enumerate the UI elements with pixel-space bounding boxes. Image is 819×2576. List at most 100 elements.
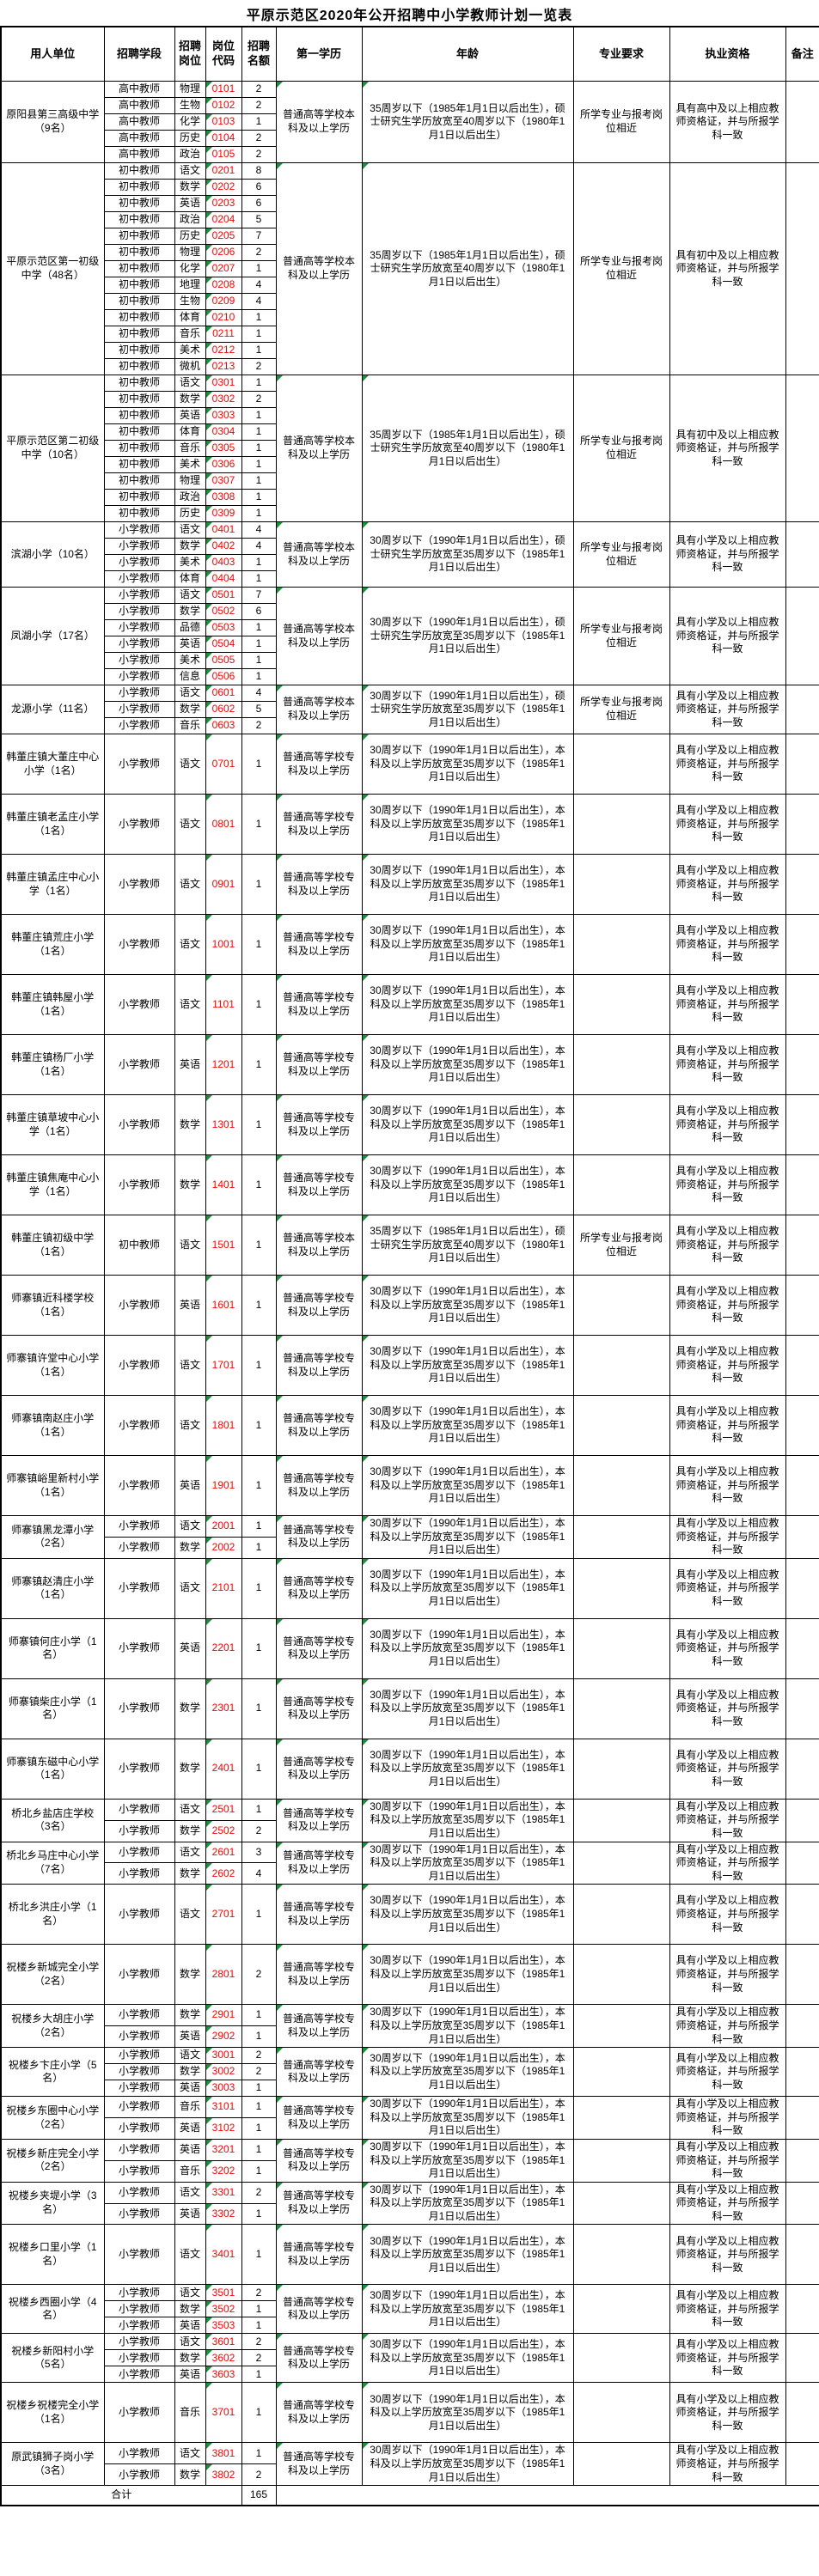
header-major-requirement: 专业要求	[572, 26, 670, 82]
quota-cell: 1	[241, 2366, 277, 2384]
subject-cell: 英语	[174, 1617, 206, 1679]
code-cell: 0207	[205, 260, 242, 277]
stage-cell: 小学教师	[103, 619, 175, 636]
quota-cell: 2	[241, 146, 277, 163]
major-cell	[572, 794, 670, 855]
qualification-cell: 具有小学及以上相应教师资格证，并与所报学科一致	[669, 2096, 786, 2140]
remark-cell	[785, 1215, 819, 1276]
major-cell: 所学专业与报考岗位相近	[572, 375, 670, 522]
header-remark: 备注	[785, 26, 819, 82]
code-cell: 1801	[205, 1395, 242, 1456]
table-row: 初中教师 体育 0210 1	[1, 309, 819, 326]
subject-cell: 美术	[174, 554, 206, 571]
subject-cell: 英语	[174, 2025, 206, 2049]
age-cell: 30周岁以下（1990年1月1日以后出生），本科及以上学历放宽至35周岁以下（1…	[361, 2382, 574, 2444]
quota-cell: 1	[241, 2138, 277, 2161]
stage-cell: 初中教师	[103, 456, 175, 473]
education-cell: 普通高等学校本科及以上学历	[275, 521, 363, 588]
stage-cell: 小学教师	[103, 587, 175, 604]
subject-cell: 语文	[174, 2442, 206, 2465]
stage-cell: 小学教师	[103, 734, 175, 795]
stage-cell: 小学教师	[103, 2063, 175, 2081]
major-cell: 所学专业与报考岗位相近	[572, 587, 670, 685]
subject-cell: 生物	[174, 293, 206, 310]
stage-cell: 小学教师	[103, 914, 175, 975]
unit-cell: 韩董庄镇杨厂小学（1名）	[0, 1034, 105, 1095]
stage-cell: 小学教师	[103, 1678, 175, 1739]
major-cell	[572, 1515, 670, 1559]
subject-cell: 数学	[174, 1944, 206, 2006]
stage-cell: 小学教师	[103, 2442, 175, 2465]
qualification-cell: 具有高中及以上相应教师资格证，并与所报学科一致	[669, 81, 786, 163]
stage-cell: 小学教师	[103, 2181, 175, 2204]
code-cell: 1601	[205, 1275, 242, 1336]
quota-cell: 1	[241, 1335, 277, 1396]
unit-cell: 师寨镇黑龙潭小学（2名）	[0, 1515, 105, 1559]
quota-cell: 4	[241, 277, 277, 294]
education-cell: 普通高等学校专科及以上学历	[275, 2333, 363, 2384]
code-cell: 0301	[205, 375, 242, 392]
remark-cell	[785, 734, 819, 795]
code-cell: 2801	[205, 1944, 242, 2006]
stage-cell: 小学教师	[103, 1515, 175, 1538]
subject-cell: 语文	[174, 1335, 206, 1396]
qualification-cell: 具有小学及以上相应教师资格证，并与所报学科一致	[669, 1215, 786, 1276]
stage-cell: 小学教师	[103, 2159, 175, 2183]
education-cell: 普通高等学校本科及以上学历	[275, 1215, 363, 1276]
unit-cell: 韩董庄镇草坡中心小学（1名）	[0, 1094, 105, 1155]
quota-cell: 2	[241, 2181, 277, 2204]
code-cell: 0210	[205, 309, 242, 326]
age-cell: 30周岁以下（1990年1月1日以后出生），本科及以上学历放宽至35周岁以下（1…	[361, 2004, 574, 2049]
quota-cell: 1	[241, 1455, 277, 1516]
code-cell: 3302	[205, 2202, 242, 2226]
subject-cell: 美术	[174, 456, 206, 473]
quota-cell: 5	[241, 701, 277, 718]
unit-cell: 滨湖小学（10名）	[0, 521, 105, 588]
remark-cell	[785, 1395, 819, 1456]
education-cell: 普通高等学校专科及以上学历	[275, 2181, 363, 2226]
table-row: 初中教师 化学 0207 1	[1, 260, 819, 277]
age-cell: 30周岁以下（1990年1月1日以后出生），本科及以上学历放宽至35周岁以下（1…	[361, 974, 574, 1035]
table-row: 小学教师 数学 2502 2	[1, 1819, 819, 1842]
table-row: 祝楼乡西圈小学（4名） 小学教师 语文 3501 2 普通高等学校专科及以上学历 30周岁以…	[0, 2284, 819, 2335]
stage-cell: 初中教师	[103, 293, 175, 310]
table-row: 小学教师 数学 3802 2	[1, 2463, 819, 2487]
stage-cell: 小学教师	[103, 2080, 175, 2098]
subject-cell: 音乐	[174, 440, 206, 457]
quota-cell: 4	[241, 1862, 277, 1885]
code-cell: 3401	[205, 2224, 242, 2286]
subject-cell: 微机	[174, 358, 206, 375]
education-cell: 普通高等学校专科及以上学历	[275, 1094, 363, 1155]
code-cell: 2901	[205, 2004, 242, 2027]
unit-cell: 韩董庄镇焦庵中心小学（1名）	[0, 1154, 105, 1215]
table-row: 韩董庄镇杨厂小学（1名） 小学教师 英语 1201 1 普通高等学校专科及以上学历 30周岁…	[0, 1034, 819, 1095]
subject-cell: 化学	[174, 260, 206, 277]
qualification-cell: 具有小学及以上相应教师资格证，并与所报学科一致	[669, 2224, 786, 2286]
code-cell: 3001	[205, 2047, 242, 2065]
code-cell: 0602	[205, 701, 242, 718]
subject-cell: 音乐	[174, 717, 206, 734]
code-cell: 0212	[205, 342, 242, 359]
subject-cell: 数学	[174, 2463, 206, 2487]
subject-cell: 英语	[174, 636, 206, 653]
qualification-cell: 具有小学及以上相应教师资格证，并与所报学科一致	[669, 2181, 786, 2226]
stage-cell: 小学教师	[103, 1884, 175, 1946]
code-cell: 0307	[205, 472, 242, 490]
table-row: 祝楼乡口里小学（1名） 小学教师 语文 3401 1 普通高等学校专科及以上学历 30周岁以…	[0, 2224, 819, 2286]
stage-cell: 初中教师	[103, 423, 175, 441]
education-cell: 普通高等学校专科及以上学历	[275, 1335, 363, 1396]
code-cell: 1201	[205, 1034, 242, 1095]
unit-cell: 桥北乡洪庄小学（1名）	[0, 1884, 105, 1946]
age-cell: 35周岁以下（1985年1月1日以后出生），硕士研究生学历放宽至40周岁以下（1…	[361, 1215, 574, 1276]
stage-cell: 小学教师	[103, 1617, 175, 1679]
qualification-cell: 具有小学及以上相应教师资格证，并与所报学科一致	[669, 1944, 786, 2006]
education-cell: 普通高等学校本科及以上学历	[275, 162, 363, 375]
subject-cell: 数学	[174, 2300, 206, 2318]
code-cell: 3201	[205, 2138, 242, 2161]
remark-cell	[785, 2181, 819, 2226]
major-cell	[572, 1884, 670, 1946]
table-row: 小学教师 美术 0505 1	[1, 652, 819, 669]
qualification-cell: 具有小学及以上相应教师资格证，并与所报学科一致	[669, 2138, 786, 2183]
remark-cell	[785, 2284, 819, 2335]
qualification-cell: 具有小学及以上相应教师资格证，并与所报学科一致	[669, 1034, 786, 1095]
